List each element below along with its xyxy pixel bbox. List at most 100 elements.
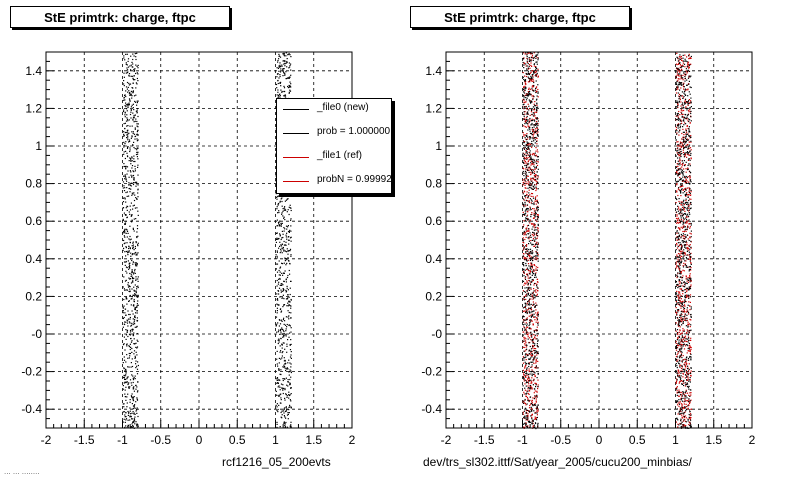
right-point [525,208,528,210]
left-point [135,351,137,353]
right-point [527,195,530,197]
right-point [530,195,532,197]
right-point [528,64,530,66]
right-point [679,300,681,303]
left-point [276,312,278,314]
right-point [532,314,534,316]
right-point [535,150,537,152]
right-point [523,86,525,88]
right-point [528,88,530,90]
right-point [526,112,528,114]
left-point [128,333,131,335]
right-point [681,138,683,140]
right-point [527,160,529,162]
left-point [282,75,284,77]
right-point [536,164,539,167]
left-point [124,381,126,383]
left-point [135,292,137,294]
left-point [283,250,285,252]
right-point [523,410,526,412]
right-point [522,147,525,149]
right-point [525,175,527,177]
right-point [685,171,687,173]
right-point [529,396,531,398]
left-point [133,133,136,135]
right-point [678,324,680,326]
left-point [126,303,128,305]
right-point [527,388,529,390]
right-point [683,171,685,173]
right-point [686,125,688,127]
right-point [523,426,525,428]
right-point [530,160,532,162]
right-point [685,301,687,303]
right-point [536,95,538,97]
left-point [132,103,134,105]
right-point [686,309,688,311]
left-point [123,212,125,214]
right-point [535,256,537,258]
right-point [531,353,533,355]
right-point [535,166,537,168]
left-point [133,114,135,116]
left-point [277,73,279,75]
right-point [683,131,686,133]
left-point [137,210,139,212]
left-point [277,339,279,341]
left-point [282,210,284,212]
left-point [128,386,130,388]
right-point [536,283,538,285]
right-point [687,62,689,64]
right-point [536,284,538,286]
left-point [124,323,126,326]
left-point [136,294,138,296]
right-point [676,274,678,276]
right-point [528,358,530,360]
right-point [533,223,536,225]
left-point [278,281,280,283]
right-point [685,392,687,394]
right-point [688,129,690,131]
left-point [129,399,131,401]
left-point [124,280,127,282]
left-point [282,392,284,395]
left-point [135,278,137,280]
right-point [688,258,690,260]
right-point [676,71,678,73]
left-point [127,137,129,139]
right-point [679,99,681,101]
right-point [534,388,536,390]
left-point [122,312,124,314]
right-point [675,82,678,84]
right-point [535,61,537,63]
right-point [527,387,529,389]
right-point [531,200,533,202]
right-point [675,349,678,351]
right-point [529,255,531,257]
left-point [125,191,127,194]
right-point [689,258,691,260]
right-point [678,160,680,162]
left-point [290,69,292,71]
right-point [534,297,536,299]
right-point [526,60,528,62]
left-point [133,420,135,422]
left-point [277,342,279,345]
right-point [688,53,690,55]
left-point [288,239,290,241]
right-point [523,96,525,98]
left-point [125,374,127,376]
left-point [132,253,134,255]
right-point [537,128,539,130]
right-point [681,313,683,316]
left-point [128,345,130,347]
left-x-tick-label: 2 [349,433,356,447]
right-point [532,137,534,139]
right-point [688,287,690,289]
left-point [129,288,131,290]
left-point [131,423,133,425]
right-point [685,130,687,132]
right-point [534,211,537,214]
right-point [536,391,538,393]
right-point [526,373,528,375]
